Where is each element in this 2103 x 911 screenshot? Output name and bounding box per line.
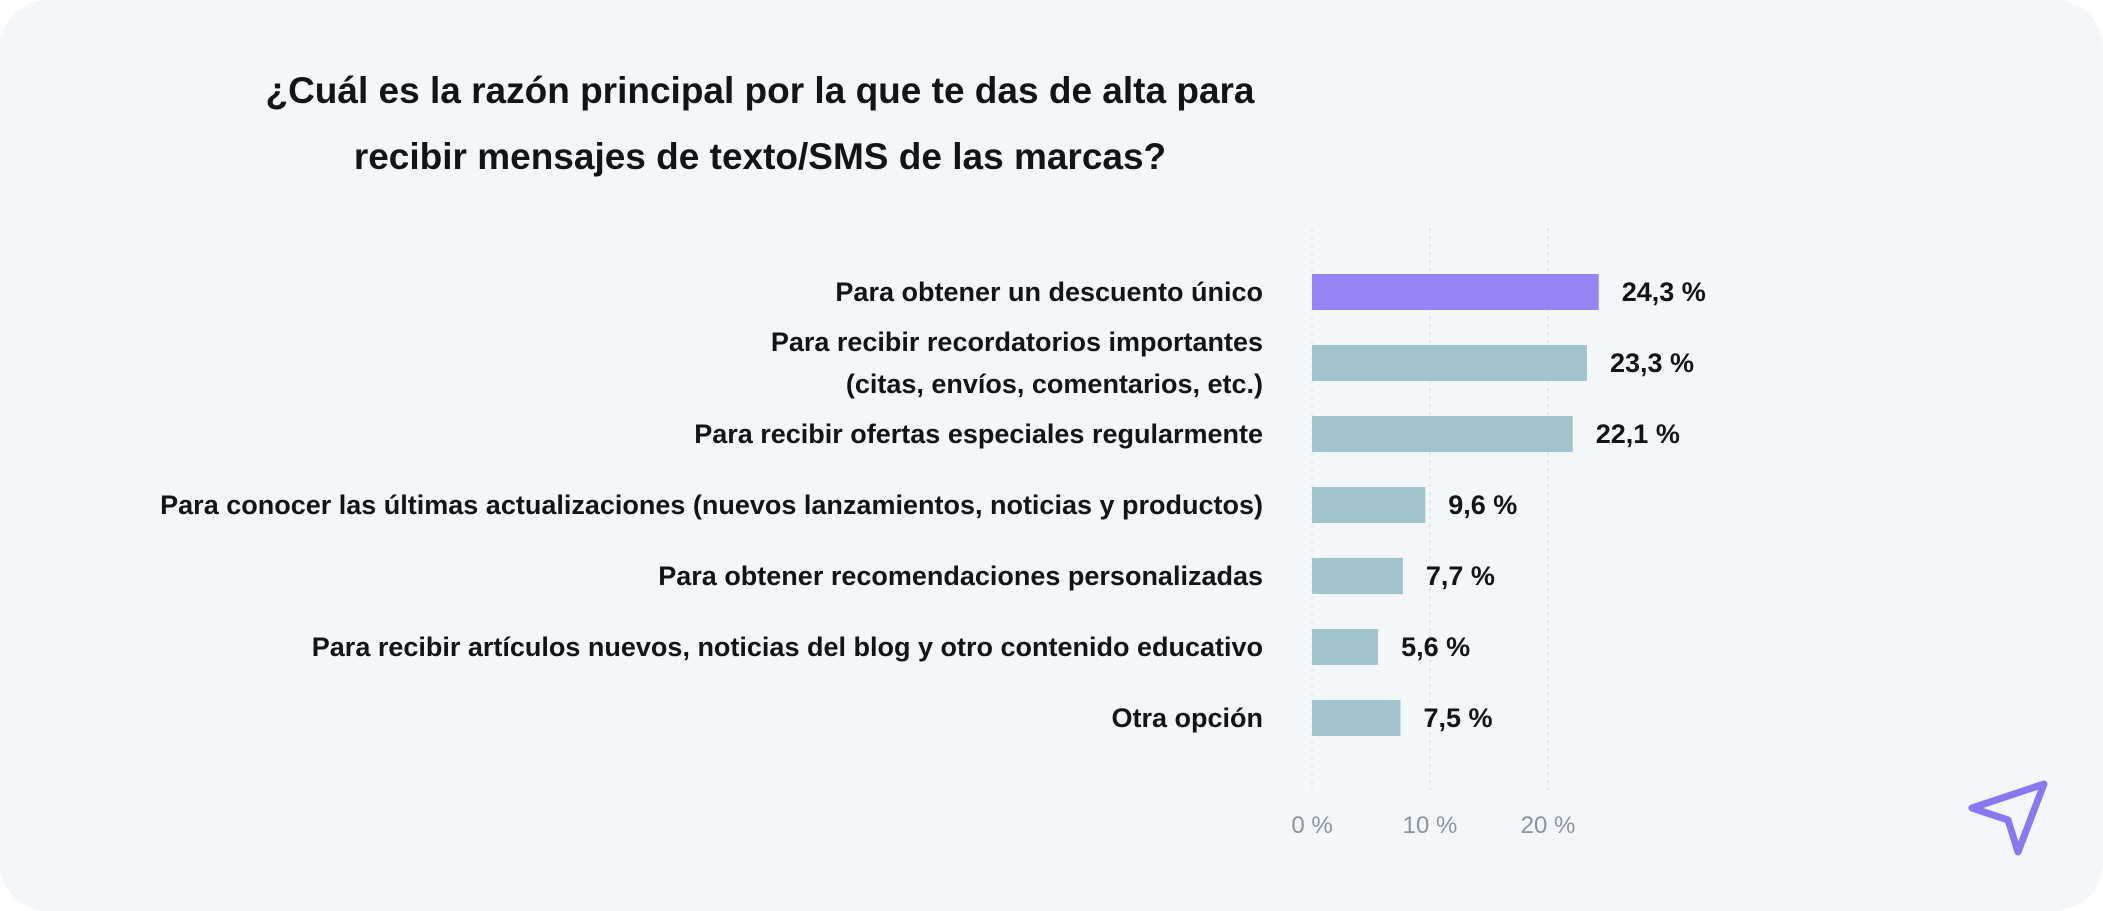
bar	[1312, 629, 1379, 665]
x-tick-label: 10 %	[1403, 812, 1458, 839]
value-label: 9,6 %	[1448, 490, 1517, 520]
value-label: 7,5 %	[1424, 703, 1493, 733]
x-tick-label: 0 %	[1291, 812, 1332, 839]
bar	[1312, 416, 1573, 452]
value-label: 23,3 %	[1610, 348, 1694, 378]
value-label: 5,6 %	[1401, 632, 1470, 662]
chart-title: ¿Cuál es la razón principal por la que t…	[0, 58, 1520, 190]
category-label: Para recibir ofertas especiales regularm…	[694, 419, 1263, 449]
paper-plane-icon	[1968, 780, 2048, 856]
chart-title-line-1: ¿Cuál es la razón principal por la que t…	[265, 70, 1255, 111]
category-label: Para obtener un descuento único	[835, 277, 1263, 307]
category-label: Para recibir recordatorios importantes	[771, 327, 1263, 357]
bar	[1312, 558, 1403, 594]
category-label: Para recibir artículos nuevos, noticias …	[312, 632, 1263, 662]
x-tick-label: 20 %	[1521, 812, 1576, 839]
bar	[1312, 345, 1587, 381]
value-label: 24,3 %	[1622, 277, 1706, 307]
category-label: Otra opción	[1111, 703, 1263, 733]
value-label: 7,7 %	[1426, 561, 1495, 591]
chart-title-line-2: recibir mensajes de texto/SMS de las mar…	[353, 136, 1167, 177]
category-label: (citas, envíos, comentarios, etc.)	[846, 369, 1263, 399]
category-label: Para obtener recomendaciones personaliza…	[658, 561, 1263, 591]
bar	[1312, 274, 1599, 310]
category-label: Para conocer las últimas actualizaciones…	[160, 490, 1263, 520]
value-label: 22,1 %	[1596, 419, 1680, 449]
bar	[1312, 487, 1426, 523]
bar	[1312, 700, 1401, 736]
